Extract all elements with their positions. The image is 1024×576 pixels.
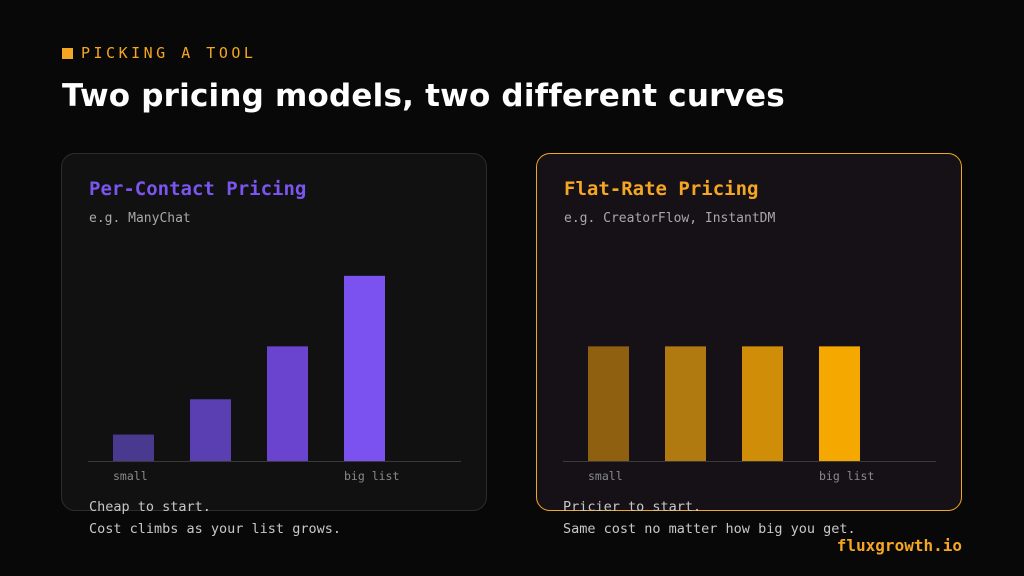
per-contact-bar-3 [267, 346, 308, 461]
per-contact-note: Cheap to start. Cost climbs as your list… [89, 496, 341, 540]
page-title: Two pricing models, two different curves [62, 78, 785, 114]
flat-rate-bar-4 [819, 346, 860, 461]
flat-rate-bar-2 [665, 346, 706, 461]
card-subtitle: e.g. ManyChat [89, 211, 191, 226]
per-contact-tick-label: big list [344, 469, 399, 483]
flat-rate-bar-3 [742, 346, 783, 461]
flat-rate-tick-label: big list [819, 469, 874, 483]
flat-rate-card: Flat-Rate Pricing e.g. CreatorFlow, Inst… [536, 153, 962, 511]
note-line: Cost climbs as your list grows. [89, 521, 341, 537]
per-contact-bar-1 [113, 434, 154, 461]
section-eyebrow: PICKING A TOOL [62, 44, 256, 62]
card-subtitle: e.g. CreatorFlow, InstantDM [564, 211, 776, 226]
note-line: Pricier to start. [563, 499, 702, 515]
note-line: Same cost no matter how big you get. [563, 521, 856, 537]
card-title: Flat-Rate Pricing [564, 178, 759, 200]
eyebrow-label: PICKING A TOOL [81, 44, 257, 62]
per-contact-card: Per-Contact Pricing e.g. ManyChat small b… [61, 153, 487, 511]
per-contact-tick-label: small [113, 469, 148, 483]
flat-rate-bar-1 [588, 346, 629, 461]
brand-logo-text: fluxgrowth.io [836, 536, 962, 555]
card-title: Per-Contact Pricing [89, 178, 307, 200]
per-contact-bar-2 [190, 399, 231, 461]
flat-rate-bar-chart: small big list [563, 346, 936, 483]
square-bullet-icon [62, 47, 73, 59]
per-contact-bar-4 [344, 275, 385, 461]
note-line: Cheap to start. [89, 499, 211, 515]
per-contact-bar-chart: small big list [88, 275, 461, 483]
flat-rate-note: Pricier to start. Same cost no matter ho… [563, 496, 856, 540]
flat-rate-tick-label: small [588, 469, 623, 483]
